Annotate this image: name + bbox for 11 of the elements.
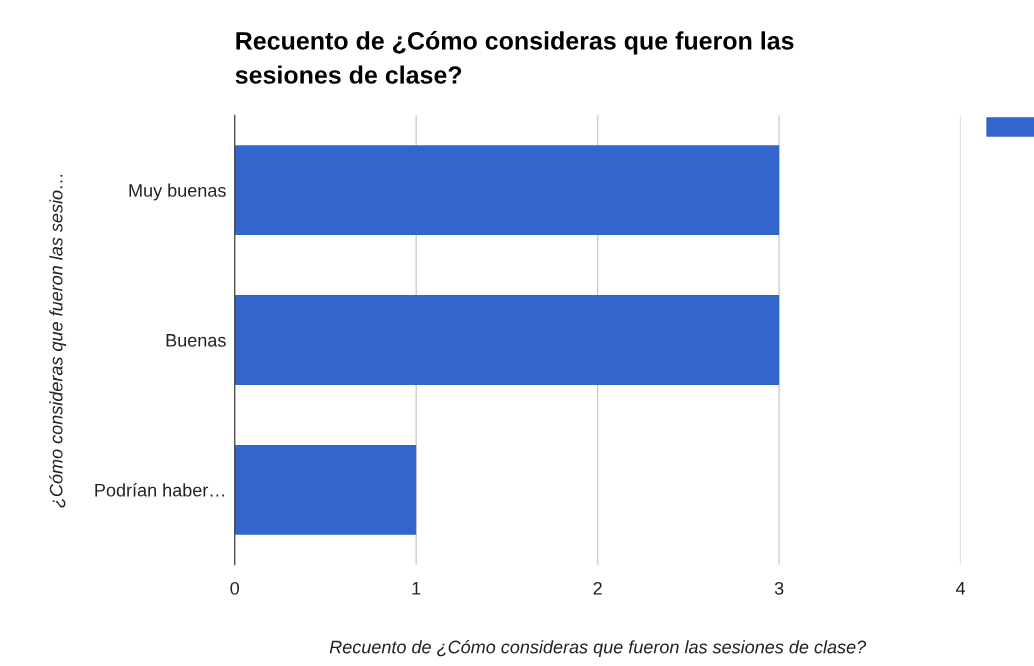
x-tick-label: 1 [412, 582, 421, 595]
x-tick-label: 3 [774, 581, 784, 595]
x-axis-title: Recuento de ¿Cómo consideras que fueron las sesiones de clase? [329, 639, 867, 657]
chart-title: Recuento de ¿Cómo consideras que fueron las sesiones de clase? [235, 31, 794, 84]
y-tick-label: Podrían haber… [95, 483, 224, 497]
x-tick-label: 4 [955, 582, 966, 595]
x-tick-label: 0 [230, 581, 240, 595]
x-tick-label: 2 [593, 581, 602, 595]
y-tick-label: Buenas [166, 334, 226, 347]
y-axis-title: ¿Cómo consideras que fueron las sesio… [49, 174, 67, 508]
y-tick-label: Muy buenas [129, 183, 226, 201]
